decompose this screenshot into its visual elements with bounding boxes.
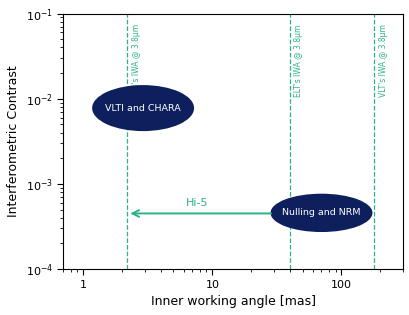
Text: VLTI's IWA @ 3.8μm: VLTI's IWA @ 3.8μm	[131, 24, 140, 99]
Ellipse shape	[92, 85, 193, 131]
X-axis label: Inner working angle [mas]: Inner working angle [mas]	[150, 295, 315, 308]
Text: Nulling and NRM: Nulling and NRM	[281, 208, 360, 217]
Ellipse shape	[270, 194, 371, 232]
Text: VLTI and CHARA: VLTI and CHARA	[105, 104, 180, 112]
Text: VLT's IWA @ 3.8μm: VLT's IWA @ 3.8μm	[378, 24, 387, 97]
Y-axis label: Interferometric Contrast: Interferometric Contrast	[7, 66, 20, 217]
Text: Hi-5: Hi-5	[185, 198, 208, 208]
Text: ELT's IWA @ 3.8μm: ELT's IWA @ 3.8μm	[294, 24, 303, 97]
